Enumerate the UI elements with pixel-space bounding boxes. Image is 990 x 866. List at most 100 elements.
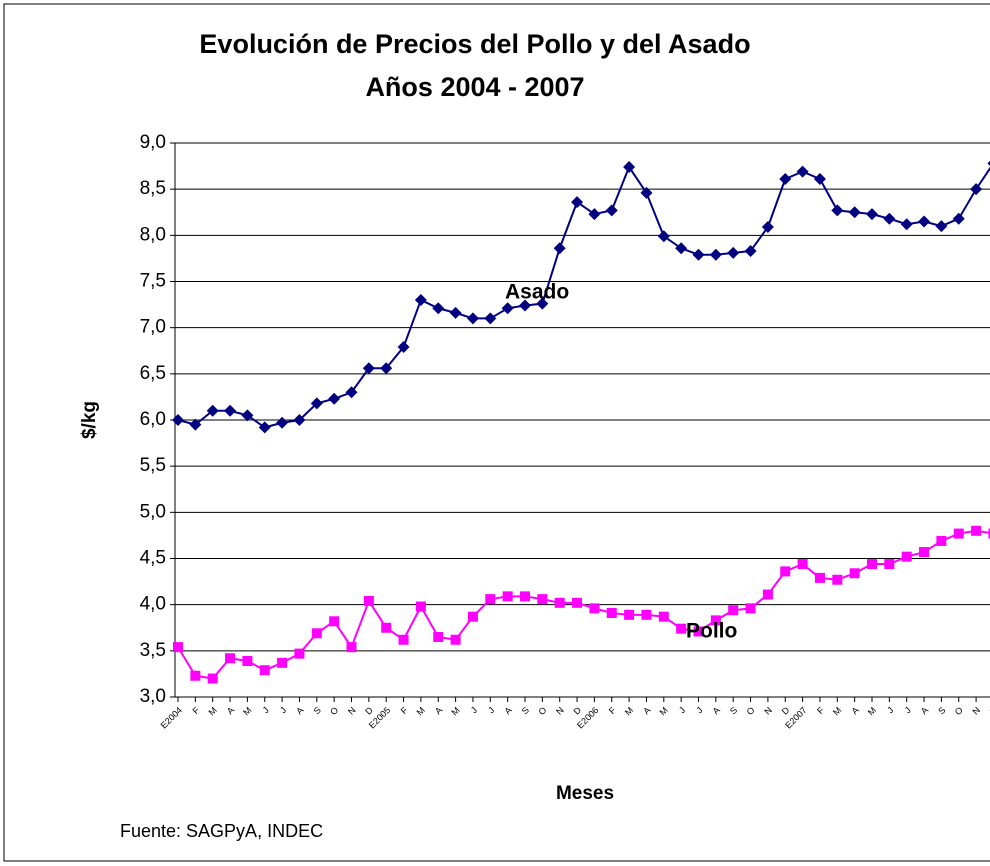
- x-tick-label: A: [849, 705, 860, 716]
- x-tick-label: A: [294, 705, 305, 716]
- y-tick-label: 9,0: [140, 132, 166, 153]
- x-tick-label: D: [988, 705, 990, 717]
- y-tick-label: 4,0: [140, 594, 166, 615]
- data-point: [831, 204, 844, 217]
- x-tick-label: F: [815, 705, 826, 716]
- data-point: [485, 594, 496, 605]
- x-tick-label: F: [190, 705, 201, 716]
- y-tick-label: 4,5: [140, 548, 166, 569]
- data-point: [173, 642, 183, 653]
- data-point: [328, 392, 341, 405]
- data-point: [624, 609, 635, 620]
- data-point: [936, 535, 947, 546]
- y-axis-label: $/kg: [79, 401, 100, 439]
- data-point: [571, 196, 584, 209]
- data-point: [606, 607, 617, 618]
- data-point: [536, 297, 549, 310]
- data-point: [311, 628, 322, 639]
- x-tick-label: J: [677, 705, 687, 715]
- data-point: [466, 312, 479, 325]
- data-point: [832, 574, 843, 585]
- data-point: [277, 657, 288, 668]
- data-point: [744, 245, 757, 258]
- x-tick-label: A: [502, 705, 513, 716]
- data-point: [693, 626, 704, 637]
- chart-title: Evolución de Precios del Pollo y del Asa…: [199, 29, 750, 59]
- chart-border: [3, 3, 990, 862]
- data-point: [883, 212, 896, 225]
- data-point: [189, 418, 202, 431]
- data-point: [762, 589, 773, 600]
- x-tick-label: N: [762, 705, 774, 717]
- data-point: [520, 591, 530, 602]
- x-tick-label: S: [520, 705, 531, 716]
- data-point: [294, 648, 305, 659]
- data-point: [484, 312, 497, 325]
- data-point: [919, 547, 930, 558]
- data-point: [884, 559, 895, 570]
- data-point: [450, 634, 461, 645]
- data-point: [206, 404, 219, 417]
- data-point: [900, 218, 913, 231]
- data-point: [623, 161, 636, 174]
- x-tick-label: S: [728, 705, 739, 716]
- data-point: [190, 670, 201, 681]
- x-tick-label: N: [346, 705, 358, 717]
- data-point: [605, 204, 618, 217]
- x-tick-label: S: [936, 705, 947, 716]
- data-point: [397, 341, 410, 354]
- annotation: Asado: [505, 281, 569, 304]
- data-point: [276, 416, 289, 429]
- source-note: Fuente: SAGPyA, INDEC: [120, 821, 323, 841]
- data-point: [867, 559, 877, 570]
- x-axis-label: Meses: [556, 783, 614, 804]
- data-point: [258, 421, 271, 434]
- data-point: [432, 302, 445, 315]
- data-point: [866, 208, 878, 221]
- x-tick-label: A: [433, 705, 444, 716]
- data-point: [242, 655, 253, 666]
- data-point: [658, 611, 669, 622]
- data-point: [901, 551, 912, 562]
- data-point: [225, 653, 236, 664]
- data-point: [398, 634, 409, 645]
- data-point: [710, 615, 721, 626]
- x-tick-label: J: [469, 705, 479, 715]
- data-point: [381, 622, 392, 633]
- data-point: [675, 242, 688, 255]
- data-point: [501, 302, 514, 315]
- data-point: [971, 525, 982, 536]
- data-point: [657, 230, 670, 243]
- y-tick-label: 7,0: [140, 317, 166, 338]
- data-point: [988, 528, 990, 539]
- x-tick-label: J: [885, 705, 895, 715]
- data-point: [745, 603, 756, 614]
- data-point: [241, 409, 254, 422]
- data-point: [414, 293, 427, 306]
- data-point: [345, 386, 358, 399]
- data-point: [848, 206, 861, 219]
- x-tick-label: J: [278, 705, 288, 715]
- data-point: [433, 631, 444, 642]
- data-point: [572, 597, 583, 608]
- x-tick-label: A: [641, 705, 652, 716]
- data-point: [502, 591, 513, 602]
- data-point: [692, 248, 705, 261]
- x-tick-label: S: [312, 705, 323, 716]
- data-point: [640, 186, 653, 199]
- annotation: Pollo: [686, 620, 737, 643]
- data-point: [553, 242, 566, 255]
- y-tick-label: 7,5: [140, 271, 166, 292]
- data-point: [362, 362, 375, 375]
- data-point: [224, 404, 237, 417]
- x-tick-label: J: [694, 705, 704, 715]
- data-point: [952, 212, 965, 225]
- x-tick-label: F: [399, 705, 410, 716]
- data-point: [814, 572, 825, 583]
- data-point: [415, 601, 426, 612]
- data-point: [537, 594, 548, 605]
- data-point: [293, 414, 306, 426]
- data-point: [918, 215, 931, 228]
- data-point: [329, 616, 340, 627]
- y-tick-label: 8,0: [140, 224, 166, 245]
